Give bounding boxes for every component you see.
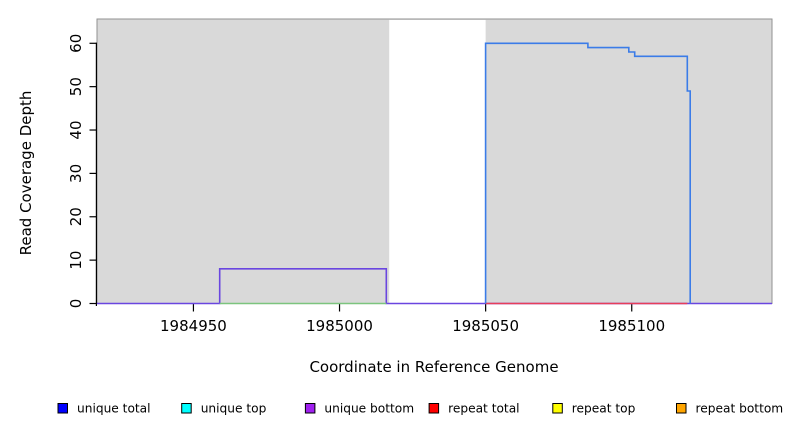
no-data-region xyxy=(389,19,486,304)
legend-swatch-unique-top xyxy=(181,403,192,414)
x-axis-title: Coordinate in Reference Genome xyxy=(309,358,558,376)
x-tick-label: 1985000 xyxy=(306,317,373,335)
legend-item: unique total xyxy=(57,402,151,416)
legend-label: repeat total xyxy=(448,402,519,416)
legend-swatch-repeat-top xyxy=(552,403,563,414)
legend-item: repeat total xyxy=(428,402,520,416)
chart-legend: unique total unique top unique bottom repea… xyxy=(57,402,784,416)
legend-label: repeat bottom xyxy=(696,402,784,416)
legend-item: repeat top xyxy=(552,402,636,416)
x-tick-label: 1985100 xyxy=(598,317,665,335)
legend-item: repeat bottom xyxy=(676,402,784,416)
legend-label: repeat top xyxy=(572,402,636,416)
y-tick-label: 0 xyxy=(67,299,85,309)
series-unique-total xyxy=(484,42,692,304)
y-axis-title: Read Coverage Depth xyxy=(17,91,35,256)
legend-swatch-unique-total xyxy=(57,403,68,414)
x-tick-label: 1984950 xyxy=(160,317,227,335)
legend-swatch-repeat-total xyxy=(428,403,440,414)
y-tick-label: 40 xyxy=(67,120,85,139)
legend-label: unique total xyxy=(77,402,151,416)
legend-label: unique bottom xyxy=(324,402,414,416)
legend-label: unique top xyxy=(201,402,267,416)
y-tick-label: 10 xyxy=(67,251,85,270)
x-tick-label: 1985050 xyxy=(452,317,519,335)
y-tick-label: 30 xyxy=(67,164,85,183)
y-tick-label: 50 xyxy=(67,77,85,96)
y-tick-label: 60 xyxy=(67,34,85,53)
y-tick-label: 20 xyxy=(67,207,85,226)
legend-swatch-unique-bottom xyxy=(304,403,316,414)
legend-item: unique bottom xyxy=(304,402,414,416)
legend-item: unique top xyxy=(181,402,267,416)
series-unique-bottom xyxy=(97,267,772,305)
legend-swatch-repeat-bottom xyxy=(676,403,687,414)
